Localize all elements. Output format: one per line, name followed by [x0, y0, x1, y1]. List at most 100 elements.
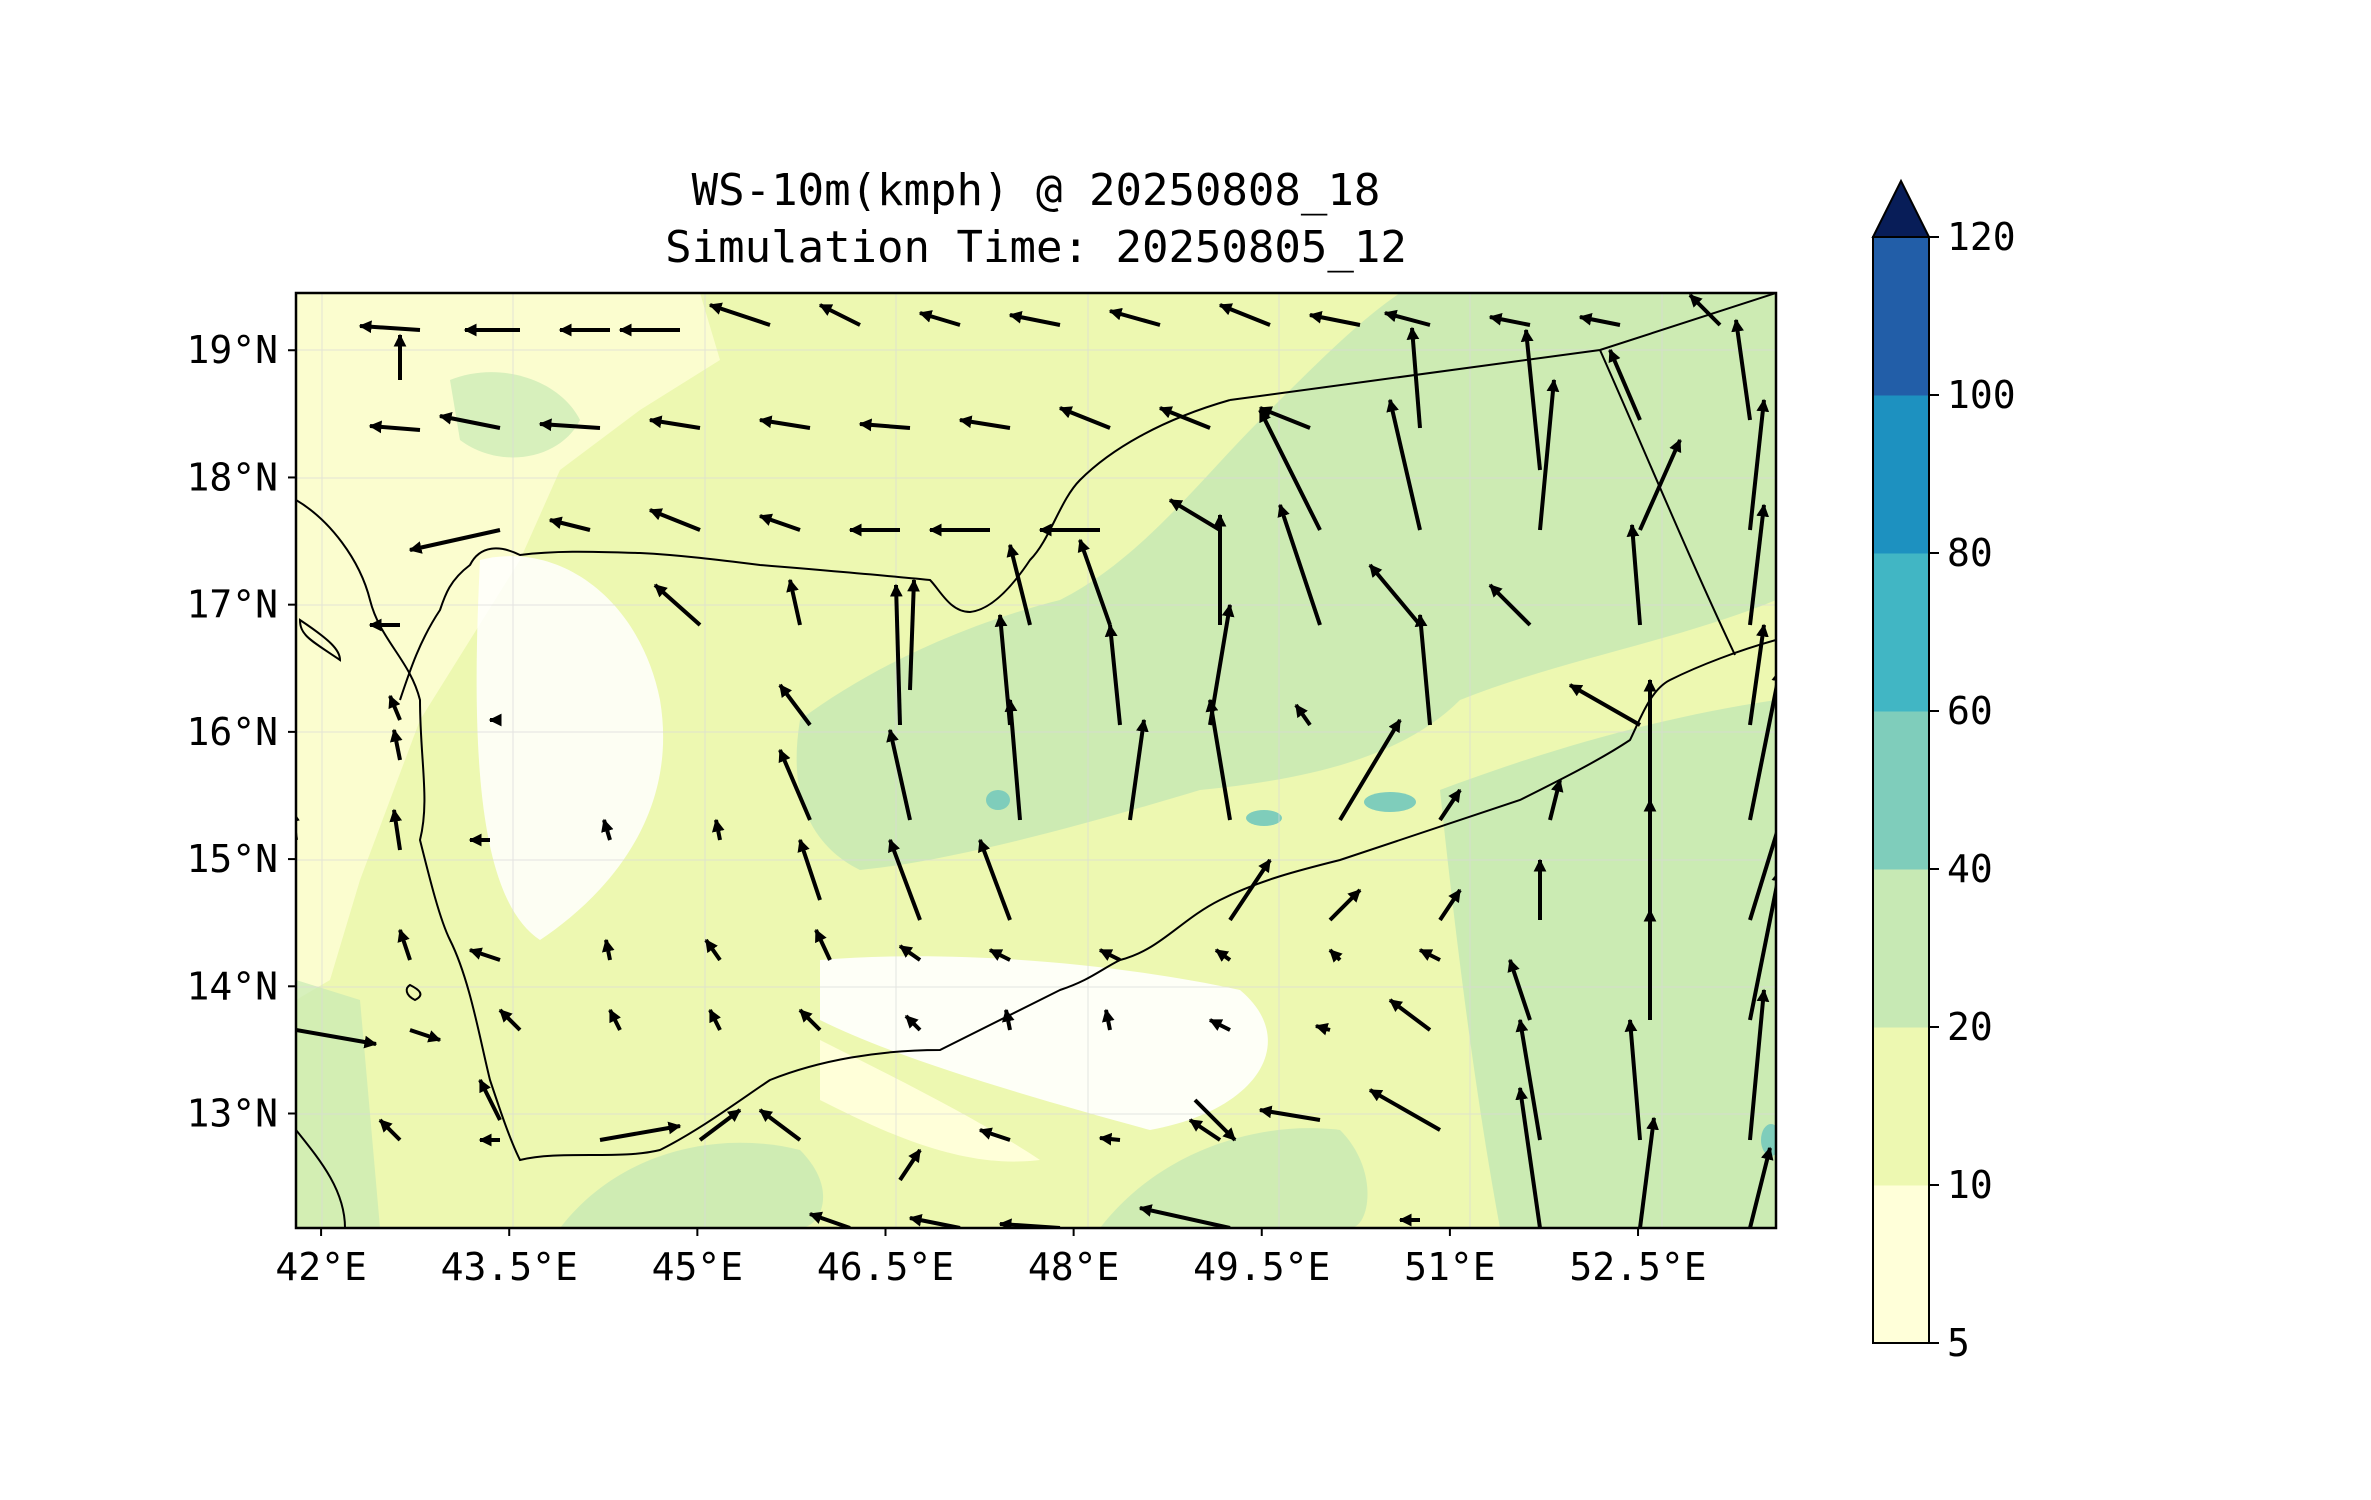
- wind-arrow: [1214, 948, 1232, 962]
- wind-arrow: [758, 1108, 802, 1142]
- wind-arrow: [704, 938, 722, 962]
- wind-arrow: [907, 578, 920, 691]
- wind-arrow: [1568, 683, 1641, 727]
- wind-arrow: [978, 1127, 1011, 1142]
- wind-arrow: [1488, 312, 1531, 327]
- wind-arrow: [1748, 503, 1770, 626]
- colorbar-tick-label: 100: [1947, 373, 2016, 417]
- wind-arrow: [1608, 348, 1642, 421]
- wind-arrow: [296, 1028, 378, 1049]
- wind-arrow: [296, 537, 298, 540]
- wind-arrow: [1731, 318, 1752, 421]
- wind-arrow: [1488, 583, 1532, 627]
- wind-arrow: [808, 1211, 851, 1228]
- colorbar-segment: [1873, 237, 1929, 396]
- wind-arrow: [468, 947, 501, 962]
- colorbar-tick-label: 20: [1947, 1005, 1993, 1049]
- lat-tick-label: 18°N: [186, 455, 278, 499]
- wind-arrow: [1548, 778, 1564, 821]
- coastlines: [296, 293, 1776, 1228]
- wind-arrow: [1168, 498, 1222, 532]
- wind-arrow: [1386, 398, 1422, 531]
- wind-arrow: [1748, 668, 1776, 821]
- lon-tick-label: 48°E: [1028, 1245, 1120, 1289]
- wind-arrow: [1258, 408, 1322, 531]
- lon-tick-label: 46.5°E: [817, 1245, 954, 1289]
- wind-arrow: [1368, 563, 1422, 627]
- wind-arrow: [389, 808, 403, 851]
- wind-arrow: [1277, 503, 1322, 626]
- wind-arrow: [1158, 406, 1211, 430]
- wind-arrow: [1406, 326, 1422, 429]
- lat-tick-label: 13°N: [186, 1092, 278, 1136]
- colorbar-tick-label: 40: [1947, 847, 1993, 891]
- wind-arrow: [778, 683, 812, 727]
- wind-arrow: [1638, 1116, 1659, 1228]
- colorbar-segment: [1873, 395, 1929, 554]
- wind-arrow: [778, 748, 812, 821]
- wind-arrow: [1626, 523, 1642, 626]
- lon-tick-label: 42°E: [275, 1245, 367, 1289]
- wind-arrow: [1006, 543, 1032, 626]
- lat-tick-label: 16°N: [186, 710, 278, 754]
- wind-arrow: [1515, 1086, 1542, 1228]
- wind-arrow: [1294, 703, 1312, 727]
- wind-arrow: [1748, 1146, 1774, 1228]
- wind-arrow: [918, 310, 961, 327]
- wind-arrow: [648, 415, 701, 430]
- wind-arrow: [1098, 948, 1121, 962]
- wind-arrow: [389, 728, 403, 761]
- colorbar-segment: [1873, 1185, 1929, 1344]
- wind-arrow: [1328, 948, 1343, 963]
- wind-arrow: [708, 302, 771, 327]
- wind-arrow: [538, 418, 601, 432]
- wind-arrow: [1748, 868, 1776, 1021]
- wind-arrow: [397, 928, 412, 961]
- wind-arrow: [1538, 378, 1560, 531]
- wind-arrow: [698, 1108, 742, 1142]
- wind-arrow: [498, 1008, 522, 1032]
- wind-arrow: [1748, 398, 1770, 531]
- colorbar-segment: [1873, 553, 1929, 712]
- lon-tick-label: 49.5°E: [1193, 1245, 1330, 1289]
- wind-arrow: [1624, 1018, 1642, 1141]
- wind-arrow: [1368, 1088, 1441, 1132]
- colorbar-tick-label: 5: [1947, 1321, 1970, 1365]
- wind-arrow: [1098, 1132, 1121, 1146]
- wind-arrow: [886, 728, 912, 821]
- title-line-2: Simulation Time: 20250805_12: [665, 222, 1407, 273]
- wind-arrow: [608, 1008, 622, 1031]
- wind-arrow: [1058, 406, 1111, 430]
- wind-arrow: [1128, 718, 1149, 821]
- lon-tick-label: 45°E: [652, 1245, 744, 1289]
- colorbar-segment: [1873, 711, 1929, 870]
- wind-speed-field: [296, 293, 1776, 1228]
- wind-arrow: [378, 1118, 402, 1142]
- lon-tick-label: 51°E: [1404, 1245, 1496, 1289]
- colorbar-segment: [1873, 869, 1929, 1028]
- wind-arrow: [786, 578, 802, 626]
- colorbar-segment: [1873, 1027, 1929, 1186]
- wind-arrow: [889, 583, 903, 726]
- wind-arrow: [648, 508, 701, 532]
- wind-arrow: [1001, 1008, 1015, 1031]
- wind-arrow: [1208, 1018, 1231, 1032]
- wind-arrow: [978, 838, 1012, 921]
- wind-arrow: [898, 1148, 922, 1182]
- wind-arrow: [904, 1014, 922, 1032]
- wind-arrow: [758, 513, 801, 532]
- longitude-ticks: 42°E 43.5°E 45°E 46.5°E 48°E 49.5°E 51°E 52.5°E: [275, 1228, 1707, 1289]
- lat-tick-label: 14°N: [186, 964, 278, 1008]
- wind-arrow: [1418, 948, 1441, 962]
- wind-arrow: [1748, 988, 1770, 1141]
- wind-arrow: [653, 583, 702, 627]
- wind-arrow: [1520, 328, 1542, 471]
- wind-arrow: [1515, 1018, 1542, 1141]
- wind-arrow: [1748, 828, 1776, 921]
- wind-arrow: [1077, 538, 1112, 626]
- wind-arrow: [1228, 858, 1272, 922]
- wind-arrow: [708, 1008, 722, 1031]
- wind-arrow: [1328, 888, 1362, 922]
